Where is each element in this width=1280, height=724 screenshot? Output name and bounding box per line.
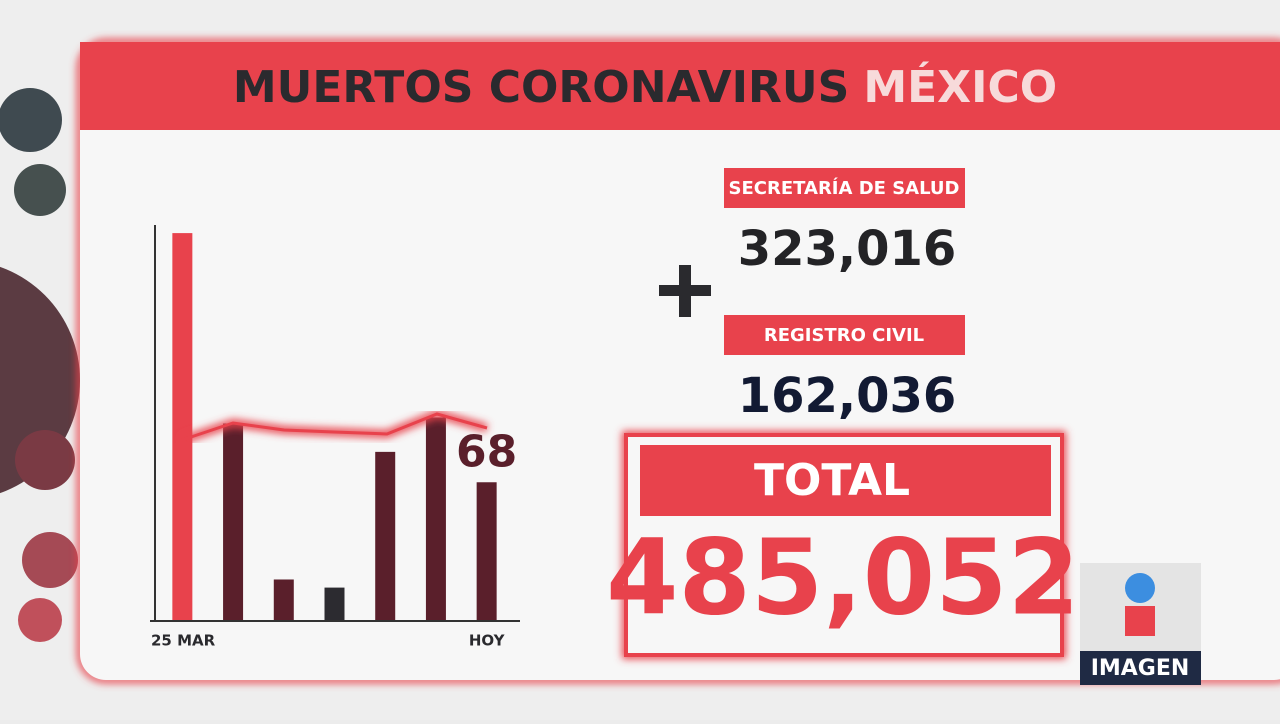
- bar: [324, 587, 345, 620]
- virus-decoration: [0, 88, 80, 642]
- total-label-box: [640, 445, 1051, 516]
- source-label: REGISTRO CIVIL: [764, 325, 924, 346]
- x-tick-label: HOY: [469, 632, 506, 650]
- source-label-box: [724, 168, 965, 208]
- bar: [425, 417, 446, 620]
- bars: [172, 233, 497, 620]
- bar: [223, 423, 244, 620]
- bar: [273, 579, 294, 620]
- source-label-box: [724, 315, 965, 355]
- title-main: MUERTOS CORONAVIRUS: [233, 62, 850, 113]
- data-label: 68: [456, 426, 517, 477]
- header-band: [80, 42, 1280, 130]
- bar: [375, 451, 396, 620]
- trend-line: [181, 412, 488, 442]
- logo-text: IMAGEN: [1091, 656, 1190, 681]
- source-value: 162,036: [738, 368, 957, 424]
- header-title: MUERTOS CORONAVIRUS MÉXICO: [233, 60, 1057, 113]
- logo-band: [1080, 651, 1201, 685]
- total-value: 485,052: [606, 516, 1080, 638]
- x-tick-label: 25 MAR: [151, 632, 216, 650]
- total-label: TOTAL: [754, 455, 910, 506]
- title-highlight: MÉXICO: [863, 60, 1057, 113]
- bar: [172, 233, 193, 620]
- source-label: SECRETARÍA DE SALUD: [729, 177, 960, 199]
- source-value: 323,016: [738, 221, 957, 277]
- logo-dot: [1125, 573, 1155, 603]
- plus-sign: [659, 265, 711, 317]
- logo-square: [1125, 606, 1155, 636]
- bar: [476, 482, 497, 620]
